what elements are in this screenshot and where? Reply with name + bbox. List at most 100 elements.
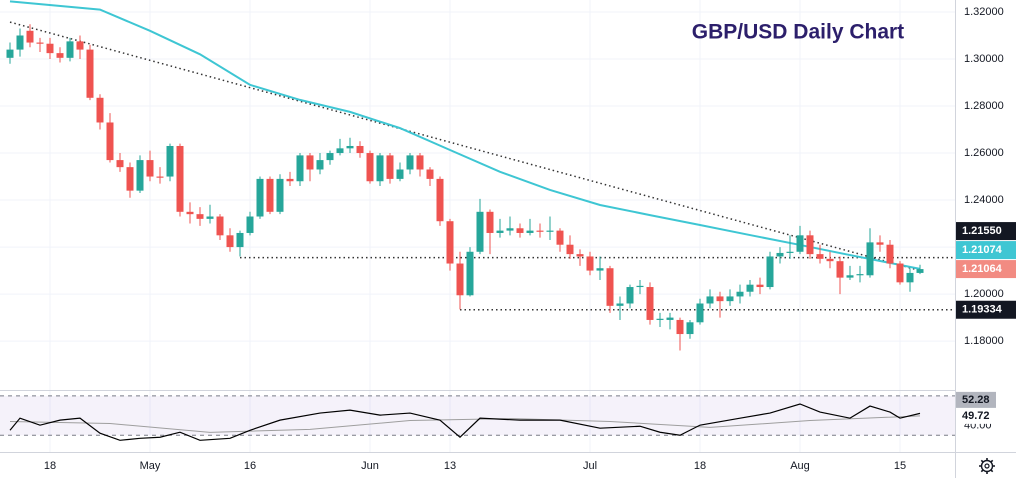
- candle-body: [556, 230, 564, 245]
- y-tick-label: 1.18000: [964, 335, 1004, 347]
- candle-body: [616, 303, 624, 306]
- candle-body: [186, 211, 194, 215]
- price-label-box: [956, 300, 1016, 319]
- candle-body: [206, 216, 214, 219]
- price-label-box: [956, 241, 1016, 260]
- candle-body: [836, 261, 844, 278]
- candle-body: [406, 155, 414, 170]
- y-tick-label: 1.32000: [964, 6, 1004, 18]
- candle-body: [666, 317, 674, 320]
- candle-body: [496, 230, 504, 233]
- candle-body: [596, 268, 604, 271]
- candle-body: [586, 256, 594, 271]
- x-tick-label: May: [140, 460, 161, 472]
- candle-body: [396, 169, 404, 179]
- candle-body: [686, 322, 694, 335]
- candle-body: [306, 155, 314, 170]
- candle-body: [136, 160, 144, 191]
- candle-body: [546, 230, 554, 232]
- candle-body: [786, 251, 794, 253]
- price-label: 1.19334: [962, 304, 1003, 316]
- rsi-label: 52.28: [962, 394, 990, 406]
- candle-body: [716, 296, 724, 302]
- candle-body: [456, 263, 464, 296]
- chart-title: GBP/USD Daily Chart: [692, 21, 904, 44]
- candle-body: [196, 214, 204, 219]
- candle-body: [766, 256, 774, 288]
- candle-body: [436, 178, 444, 222]
- candle-body: [856, 274, 864, 276]
- candle-body: [486, 211, 494, 233]
- candle-body: [46, 43, 54, 54]
- candle-body: [326, 153, 334, 161]
- candle-body: [636, 285, 644, 288]
- y-tick-label: 1.20000: [964, 288, 1004, 300]
- candle-body: [336, 148, 344, 154]
- rsi-label-box: [956, 391, 996, 408]
- candle-body: [846, 275, 854, 278]
- candle-body: [826, 258, 834, 262]
- candle-body: [6, 49, 14, 58]
- candle-body: [156, 176, 164, 178]
- rsi-label: 49.72: [962, 410, 990, 422]
- candle-body: [216, 216, 224, 236]
- candle-body: [526, 230, 534, 233]
- candle-body: [696, 303, 704, 323]
- plot-layer: [0, 0, 955, 441]
- x-tick-label: 15: [894, 460, 906, 472]
- candle-body: [776, 252, 784, 257]
- candle-body: [886, 244, 894, 264]
- candle-body: [746, 284, 754, 292]
- settings-gear-teeth[interactable]: [979, 458, 995, 474]
- price-label: 1.21550: [962, 225, 1002, 237]
- x-tick-label: Aug: [790, 460, 810, 472]
- price-label-box: [956, 260, 1016, 279]
- candle-body: [536, 230, 544, 232]
- candle-body: [346, 145, 354, 149]
- x-tick-label: Jun: [361, 460, 379, 472]
- candle-body: [26, 30, 34, 43]
- moving-average: [9, 0, 921, 270]
- candle-body: [876, 242, 884, 245]
- candle-body: [86, 49, 94, 98]
- candle-body: [816, 254, 824, 259]
- candle-body: [576, 254, 584, 257]
- candle-body: [96, 97, 104, 123]
- candle-body: [376, 155, 384, 182]
- x-tick-label: 18: [44, 460, 56, 472]
- rsi-ma-line: [9, 415, 921, 433]
- candle-body: [756, 284, 764, 288]
- candle-body: [606, 268, 614, 306]
- x-tick-label: 13: [444, 460, 456, 472]
- candle-body: [656, 318, 664, 320]
- candle-body: [106, 122, 114, 161]
- label-layer: 1.180001.200001.220001.240001.260001.280…: [44, 6, 1016, 472]
- candle-body: [126, 167, 134, 191]
- candle-body: [896, 263, 904, 283]
- price-label: 1.21064: [962, 263, 1003, 275]
- y-tick-label: 1.30000: [964, 53, 1004, 65]
- y-tick-label: 1.28000: [964, 100, 1004, 112]
- candle-body: [626, 287, 634, 304]
- settings-gear-center[interactable]: [984, 463, 990, 469]
- candle-body: [796, 235, 804, 252]
- candle-body: [356, 145, 364, 154]
- candle-body: [316, 160, 324, 170]
- x-tick-label: Jul: [583, 460, 597, 472]
- candle-body: [66, 41, 74, 58]
- candle-body: [426, 169, 434, 179]
- settings-icon[interactable]: [979, 458, 995, 474]
- candle-body: [16, 35, 24, 50]
- candle-body: [256, 178, 264, 217]
- candle-body: [226, 235, 234, 248]
- price-label-box: [956, 222, 1016, 241]
- candle-body: [916, 269, 924, 273]
- candle-body: [476, 211, 484, 252]
- candle-body: [286, 178, 294, 182]
- candle-body: [236, 232, 244, 248]
- candle-body: [366, 153, 374, 182]
- candle-body: [446, 221, 454, 264]
